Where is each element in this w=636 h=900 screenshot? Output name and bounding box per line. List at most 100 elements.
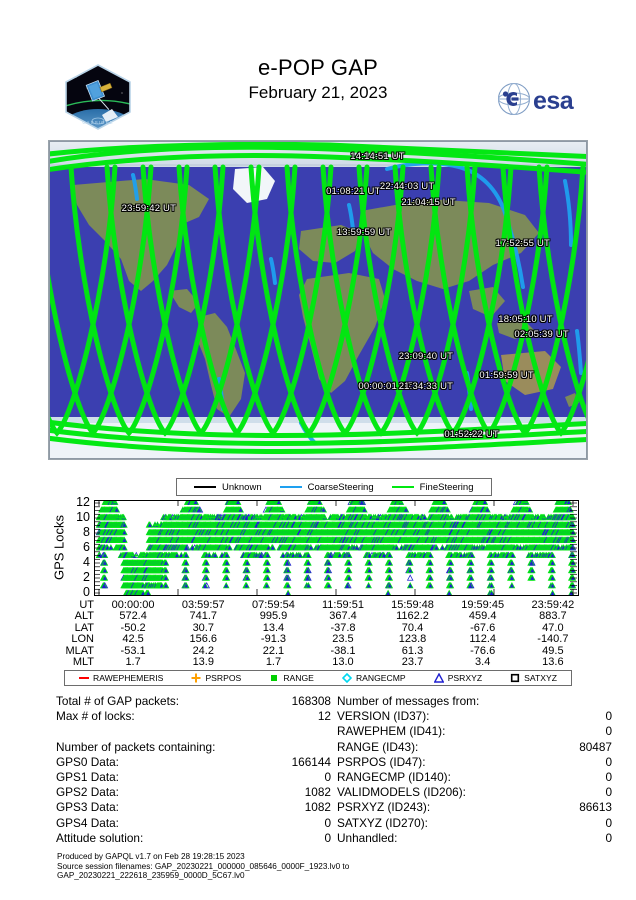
diamond-marker-icon bbox=[341, 672, 353, 684]
table-cell: -38.1 bbox=[330, 644, 356, 657]
legend-label: RANGECMP bbox=[355, 673, 406, 683]
stat-value: 12 bbox=[317, 709, 331, 724]
stat-label: Max # of locks: bbox=[56, 709, 135, 724]
table-cell: 24.2 bbox=[192, 644, 214, 657]
square-marker-icon bbox=[269, 673, 279, 683]
stat-label: RAWEPHEM (ID41): bbox=[337, 724, 446, 739]
row-label: ALT bbox=[74, 610, 94, 623]
table-row: ALT 572.4 741.7 995.9 367.4 1162.2 459.4… bbox=[48, 610, 588, 623]
table-cell: 1162.2 bbox=[396, 610, 429, 623]
legend-item-coarsesteering: CoarseSteering bbox=[279, 481, 374, 493]
table-cell: 47.0 bbox=[542, 621, 564, 634]
table-cell: 156.6 bbox=[189, 633, 218, 646]
table-cell: 13.6 bbox=[542, 656, 564, 669]
stat-value: 80487 bbox=[579, 739, 612, 754]
stat-label: RANGE (ID43): bbox=[337, 739, 419, 754]
table-cell: 61.3 bbox=[401, 644, 424, 657]
table-cell: 23.7 bbox=[401, 656, 424, 669]
stats-right-column: Number of messages from: VERSION (ID37):… bbox=[337, 694, 612, 846]
map-timestamp: 23:09:40 UT bbox=[398, 350, 454, 362]
patch-label: CASSIOPE bbox=[82, 120, 113, 125]
table-cell: 49.5 bbox=[542, 644, 564, 657]
stat-label: GPS3 Data: bbox=[56, 800, 119, 815]
table-cell: -37.8 bbox=[330, 621, 356, 634]
row-label: UT bbox=[79, 599, 94, 611]
footer-line-source-2: GAP_20230221_222618_235959_0000D_5C67.lv… bbox=[57, 871, 245, 881]
stat-label: Total # of GAP packets: bbox=[56, 694, 180, 708]
stat-label: VERSION (ID37): bbox=[337, 709, 430, 724]
footer-provenance: Produced by GAPQL v1.7 on Feb 28 19:28:1… bbox=[57, 852, 597, 881]
table-cell: 22.1 bbox=[262, 644, 285, 657]
stat-value: 0 bbox=[324, 770, 331, 784]
stat-value: 0 bbox=[605, 830, 612, 845]
table-cell: -140.7 bbox=[537, 633, 569, 646]
table-cell: 42.5 bbox=[122, 633, 144, 646]
table-cell: -67.6 bbox=[470, 621, 496, 634]
table-cell: 15:59:48 bbox=[391, 599, 434, 611]
footer-line-source-1: Source session filenames: GAP_20230221_0… bbox=[57, 861, 350, 871]
open-square-marker-icon bbox=[510, 673, 520, 683]
row-label: MLT bbox=[72, 656, 94, 669]
row-label: LON bbox=[71, 633, 94, 646]
stat-value: 1082 bbox=[304, 800, 331, 815]
map-timestamp: 01:59:59 UT bbox=[479, 369, 534, 381]
stat-label: GPS4 Data: bbox=[56, 815, 119, 830]
stats-left-column: Total # of GAP packets: 168308 Max # of … bbox=[56, 694, 331, 846]
table-row: UT 00:00:00 03:59:57 07:59:54 11:59:51 1… bbox=[48, 599, 588, 611]
stat-row: SATXYZ (ID270): 0 bbox=[337, 816, 612, 831]
table-cell: -50.2 bbox=[120, 621, 146, 634]
table-cell: 123.8 bbox=[398, 633, 427, 646]
y-tick: 8 bbox=[83, 525, 90, 539]
table-cell: 13.9 bbox=[192, 656, 214, 669]
stats-left-header: Number of packets containing: bbox=[56, 739, 216, 754]
stat-row: GPS3 Data: 1082 bbox=[56, 800, 331, 815]
gps-locks-chart[interactable]: GPS Locks 12 10 8 6 4 2 0 bbox=[48, 496, 588, 599]
row-label: LAT bbox=[74, 621, 94, 634]
map-timestamp: 02:05:39 UT bbox=[514, 328, 569, 340]
stat-value: 1082 bbox=[304, 785, 331, 800]
map-timestamp: 13:59:59 UT bbox=[336, 226, 392, 238]
stat-value: 0 bbox=[605, 815, 612, 830]
stat-row: RAWEPHEM (ID41): 0 bbox=[337, 724, 612, 739]
map-timestamp: 21:34:33 UT bbox=[398, 381, 454, 393]
y-tick: 6 bbox=[83, 540, 90, 554]
svg-text:esa: esa bbox=[533, 87, 575, 115]
table-cell: 367.4 bbox=[329, 610, 357, 623]
steering-mode-legend: Unknown CoarseSteering FineSteering bbox=[176, 478, 492, 496]
table-cell: -91.3 bbox=[260, 633, 286, 646]
stat-value: 0 bbox=[605, 785, 612, 800]
unknown-line-icon bbox=[194, 486, 216, 488]
stat-label: Attitude solution: bbox=[56, 830, 144, 845]
table-cell: 1.7 bbox=[265, 656, 282, 669]
map-timestamp: 21:04:15 UT bbox=[401, 196, 456, 208]
map-timestamp: 14:14:51 UT bbox=[350, 150, 405, 162]
map-timestamp: 22:44:03 UT bbox=[379, 180, 435, 192]
table-cell: 03:59:57 bbox=[181, 599, 225, 611]
stat-label: GPS0 Data: bbox=[56, 754, 119, 769]
legend-item-finesteering: FineSteering bbox=[391, 482, 474, 493]
table-cell: 00:00:00 bbox=[111, 599, 155, 611]
stat-row: RANGECMP (ID140): 0 bbox=[337, 770, 612, 785]
table-cell: 07:59:54 bbox=[252, 599, 295, 611]
legend-item-psrpos: PSRPOS bbox=[191, 673, 241, 683]
stat-row: VALIDMODELS (ID206): 0 bbox=[337, 785, 612, 800]
ground-track-map[interactable]: 14:14:51 UT 23:59:42 UT 01:08:21 UT 22:4… bbox=[48, 140, 588, 460]
message-type-legend: RAWEPHEMERIS PSRPOS RANGE RANGECMP PSRXY… bbox=[64, 670, 572, 686]
gps-locks-plot-area[interactable] bbox=[94, 500, 579, 596]
legend-item-rangecmp: RANGECMP bbox=[341, 672, 406, 684]
map-svg bbox=[49, 141, 587, 459]
map-timestamp: 00:00:01 UT bbox=[358, 381, 413, 393]
legend-label: CoarseSteering bbox=[307, 481, 374, 493]
triangle-marker-icon bbox=[433, 672, 445, 683]
table-cell: -53.1 bbox=[120, 644, 146, 657]
stat-row: Attitude solution: 0 bbox=[56, 831, 331, 846]
stats-right-header: Number of messages from: bbox=[337, 694, 480, 708]
y-tick: 2 bbox=[83, 570, 90, 584]
y-tick: 0 bbox=[83, 585, 90, 599]
table-row: LAT -50.2 30.7 13.4 -37.8 70.4 -67.6 47.… bbox=[48, 621, 588, 634]
table-row: MLT 1.7 13.9 1.7 13.0 23.7 3.4 13.6 bbox=[48, 656, 588, 669]
table-cell: 30.7 bbox=[192, 621, 214, 634]
coarsesteering-line-icon bbox=[279, 486, 302, 488]
table-cell: 995.9 bbox=[259, 610, 288, 623]
stat-row: Unhandled: 0 bbox=[337, 831, 612, 846]
